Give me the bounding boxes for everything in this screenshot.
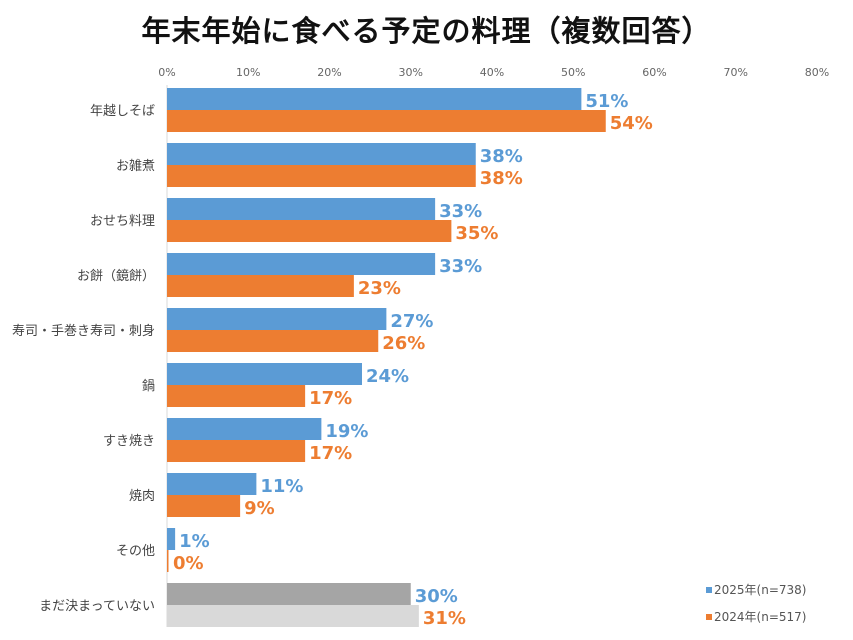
x-tick-label: 80% [805, 66, 829, 79]
data-label: 9% [244, 498, 275, 519]
category-label: まだ決まっていない [39, 599, 155, 614]
category-label: おせち料理 [90, 214, 155, 229]
data-label: 38% [480, 146, 523, 167]
data-label: 31% [423, 608, 466, 629]
bar [167, 550, 169, 572]
category-label: すき焼き [103, 434, 155, 449]
data-label: 33% [439, 256, 482, 277]
legend-label: 2025年(n=738) [714, 583, 806, 597]
category-label: お餅（鏡餅） [77, 269, 155, 284]
x-tick-label: 50% [561, 66, 585, 79]
bar [167, 418, 322, 440]
category-label: 焼肉 [129, 489, 155, 504]
data-label: 35% [455, 223, 498, 244]
legend-label: 2024年(n=517) [714, 610, 806, 624]
category-label: お雑煮 [116, 158, 155, 174]
bar [167, 198, 436, 220]
bar [167, 495, 241, 517]
data-label: 27% [390, 311, 433, 332]
x-tick-label: 10% [236, 66, 260, 79]
bar [167, 605, 419, 627]
x-tick-label: 30% [399, 66, 423, 79]
data-label: 33% [439, 201, 482, 222]
data-label: 1% [179, 531, 210, 552]
data-label: 0% [173, 553, 204, 574]
data-label: 38% [480, 168, 523, 189]
bar [167, 308, 387, 330]
bar [167, 110, 606, 132]
data-label: 23% [358, 278, 401, 299]
bar [167, 275, 354, 297]
data-label: 17% [309, 388, 352, 409]
data-label: 19% [325, 421, 368, 442]
bar [167, 473, 257, 495]
bar [167, 220, 452, 242]
bar [167, 253, 436, 275]
bar [167, 330, 379, 352]
data-label: 26% [382, 333, 425, 354]
category-label: その他 [116, 544, 155, 559]
bar [167, 528, 176, 550]
bar [167, 363, 362, 385]
x-tick-label: 70% [724, 66, 748, 79]
data-label: 51% [585, 91, 628, 112]
bar [167, 88, 582, 110]
category-label: 寿司・手巻き寿司・刺身 [12, 323, 155, 339]
data-label: 17% [309, 443, 352, 464]
data-label: 11% [260, 476, 303, 497]
bar [167, 143, 476, 165]
legend-swatch [706, 587, 712, 593]
x-tick-label: 0% [158, 66, 175, 79]
chart-title: 年末年始に食べる予定の料理（複数回答） [141, 14, 712, 48]
category-label: 年越しそば [90, 104, 155, 119]
data-label: 24% [366, 366, 409, 387]
data-label: 54% [610, 113, 653, 134]
x-tick-label: 60% [642, 66, 666, 79]
data-label: 30% [415, 586, 458, 607]
x-tick-label: 20% [317, 66, 341, 79]
bar [167, 583, 411, 605]
x-tick-label: 40% [480, 66, 504, 79]
bar [167, 165, 476, 187]
bar [167, 440, 306, 462]
bar [167, 385, 306, 407]
legend-swatch [706, 614, 712, 620]
category-label: 鍋 [142, 378, 155, 394]
